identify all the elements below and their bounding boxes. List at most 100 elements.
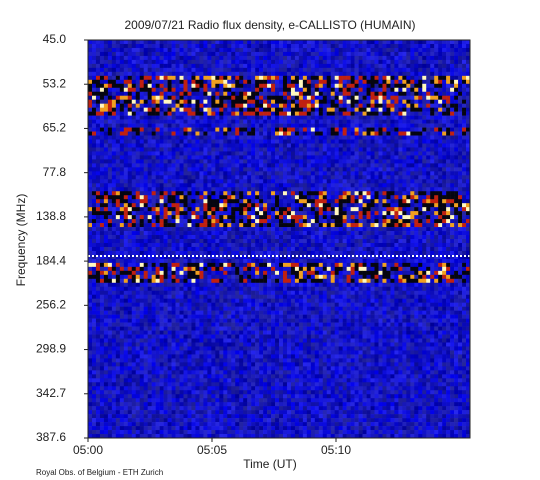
- spectrogram-cell: [143, 187, 148, 192]
- spectrogram-cell: [171, 155, 176, 160]
- spectrogram-cell: [111, 135, 117, 140]
- spectrogram-cell: [199, 203, 204, 208]
- spectrogram-cell: [199, 195, 204, 200]
- spectrogram-cell: [131, 51, 137, 57]
- spectrogram-cell: [195, 207, 200, 212]
- spectrogram-cell: [378, 55, 383, 61]
- spectrogram-cell: [171, 135, 176, 140]
- spectrogram-cell: [199, 207, 204, 212]
- spectrogram-cell: [366, 111, 371, 116]
- spectrogram-cell: [187, 91, 192, 97]
- spectrogram-cell: [107, 75, 113, 81]
- spectrogram-cell: [123, 119, 129, 124]
- spectrogram-cell: [310, 111, 316, 116]
- spectrogram-cell: [267, 191, 272, 196]
- spectrogram-cell: [263, 183, 268, 188]
- spectrogram-cell: [271, 139, 276, 144]
- spectrogram-cell: [131, 95, 137, 100]
- spectrogram-cell: [103, 191, 109, 196]
- spectrogram-cell: [334, 211, 339, 216]
- spectrogram-cell: [187, 63, 192, 69]
- spectrogram-cell: [175, 59, 180, 65]
- spectrogram-cell: [103, 163, 109, 168]
- spectrogram-cell: [215, 143, 220, 148]
- spectrogram-cell: [378, 123, 383, 128]
- spectrogram-cell: [155, 59, 160, 65]
- spectrogram-cell: [354, 51, 359, 57]
- spectrogram-cell: [354, 67, 359, 73]
- spectrogram-cell: [394, 103, 399, 108]
- spectrogram-cell: [370, 167, 375, 172]
- spectrogram-cell: [414, 151, 419, 156]
- spectrogram-cell: [446, 67, 451, 73]
- spectrogram-cell: [374, 135, 379, 140]
- spectrogram-cell: [458, 107, 463, 112]
- spectrogram-cell: [334, 67, 339, 73]
- spectrogram-cell: [255, 67, 260, 73]
- spectrogram-cell: [430, 135, 435, 140]
- spectrogram-cell: [227, 155, 232, 160]
- spectrogram-cell: [462, 159, 467, 164]
- spectrogram-cell: [215, 47, 220, 53]
- spectrogram-cell: [155, 67, 160, 73]
- spectrogram-cell: [187, 95, 192, 100]
- spectrogram-cell: [99, 183, 105, 188]
- spectrogram-cell: [446, 115, 451, 120]
- spectrogram-cell: [119, 215, 125, 220]
- spectrogram-cell: [314, 139, 320, 144]
- spectrogram-cell: [358, 103, 363, 108]
- spectrogram-cell: [123, 163, 129, 168]
- spectrogram-cell: [322, 155, 328, 160]
- spectrogram-cell: [290, 75, 296, 81]
- spectrogram-cell: [155, 71, 160, 77]
- spectrogram-cell: [422, 51, 427, 57]
- spectrogram-cell: [211, 195, 216, 200]
- spectrogram-cell: [239, 119, 244, 124]
- spectrogram-cell: [462, 83, 467, 89]
- spectrogram-cell: [175, 175, 180, 180]
- spectrogram-cell: [239, 242, 244, 248]
- spectrogram-cell: [227, 143, 232, 148]
- spectrogram-cell: [454, 231, 459, 236]
- spectrogram-cell: [290, 43, 296, 49]
- spectrogram-cell: [402, 227, 407, 232]
- spectrogram-cell: [203, 71, 208, 77]
- spectrogram-cell: [179, 227, 184, 232]
- spectrogram-cell: [191, 87, 196, 93]
- spectrogram-cell: [271, 242, 276, 248]
- spectrogram-cell: [267, 227, 272, 232]
- spectrogram-cell: [366, 115, 371, 120]
- spectrogram-cell: [267, 179, 272, 184]
- spectrogram-cell: [179, 191, 184, 196]
- spectrogram-cell: [446, 171, 451, 176]
- spectrogram-cell: [259, 199, 264, 204]
- spectrogram-cell: [255, 87, 260, 93]
- spectrogram-cell: [330, 155, 336, 160]
- spectrogram-cell: [438, 59, 443, 65]
- spectrogram-cell: [243, 163, 248, 168]
- spectrogram-cell: [314, 227, 320, 232]
- spectrogram-cell: [191, 67, 196, 73]
- spectrogram-cell: [195, 131, 200, 136]
- spectrogram-cell: [271, 227, 276, 232]
- spectrogram-cell: [366, 227, 371, 232]
- spectrogram-cell: [322, 59, 328, 65]
- spectrogram-cell: [227, 40, 232, 45]
- spectrogram-cell: [362, 151, 367, 156]
- spectrogram-cell: [223, 191, 228, 196]
- spectrogram-cell: [155, 143, 160, 148]
- spectrogram-cell: [119, 171, 125, 176]
- spectrogram-cell: [398, 55, 403, 61]
- spectrogram-cell: [442, 199, 447, 204]
- spectrogram-cell: [167, 91, 172, 97]
- spectrogram-cell: [310, 191, 316, 196]
- spectrogram-cell: [119, 223, 125, 228]
- spectrogram-cell: [251, 83, 256, 89]
- spectrogram-cell: [239, 131, 244, 136]
- spectrogram-cell: [123, 135, 129, 140]
- spectrogram-cell: [442, 163, 447, 168]
- spectrogram-cell: [219, 211, 224, 216]
- spectrogram-cell: [271, 79, 276, 85]
- spectrogram-cell: [155, 239, 160, 244]
- spectrogram-cell: [390, 123, 395, 128]
